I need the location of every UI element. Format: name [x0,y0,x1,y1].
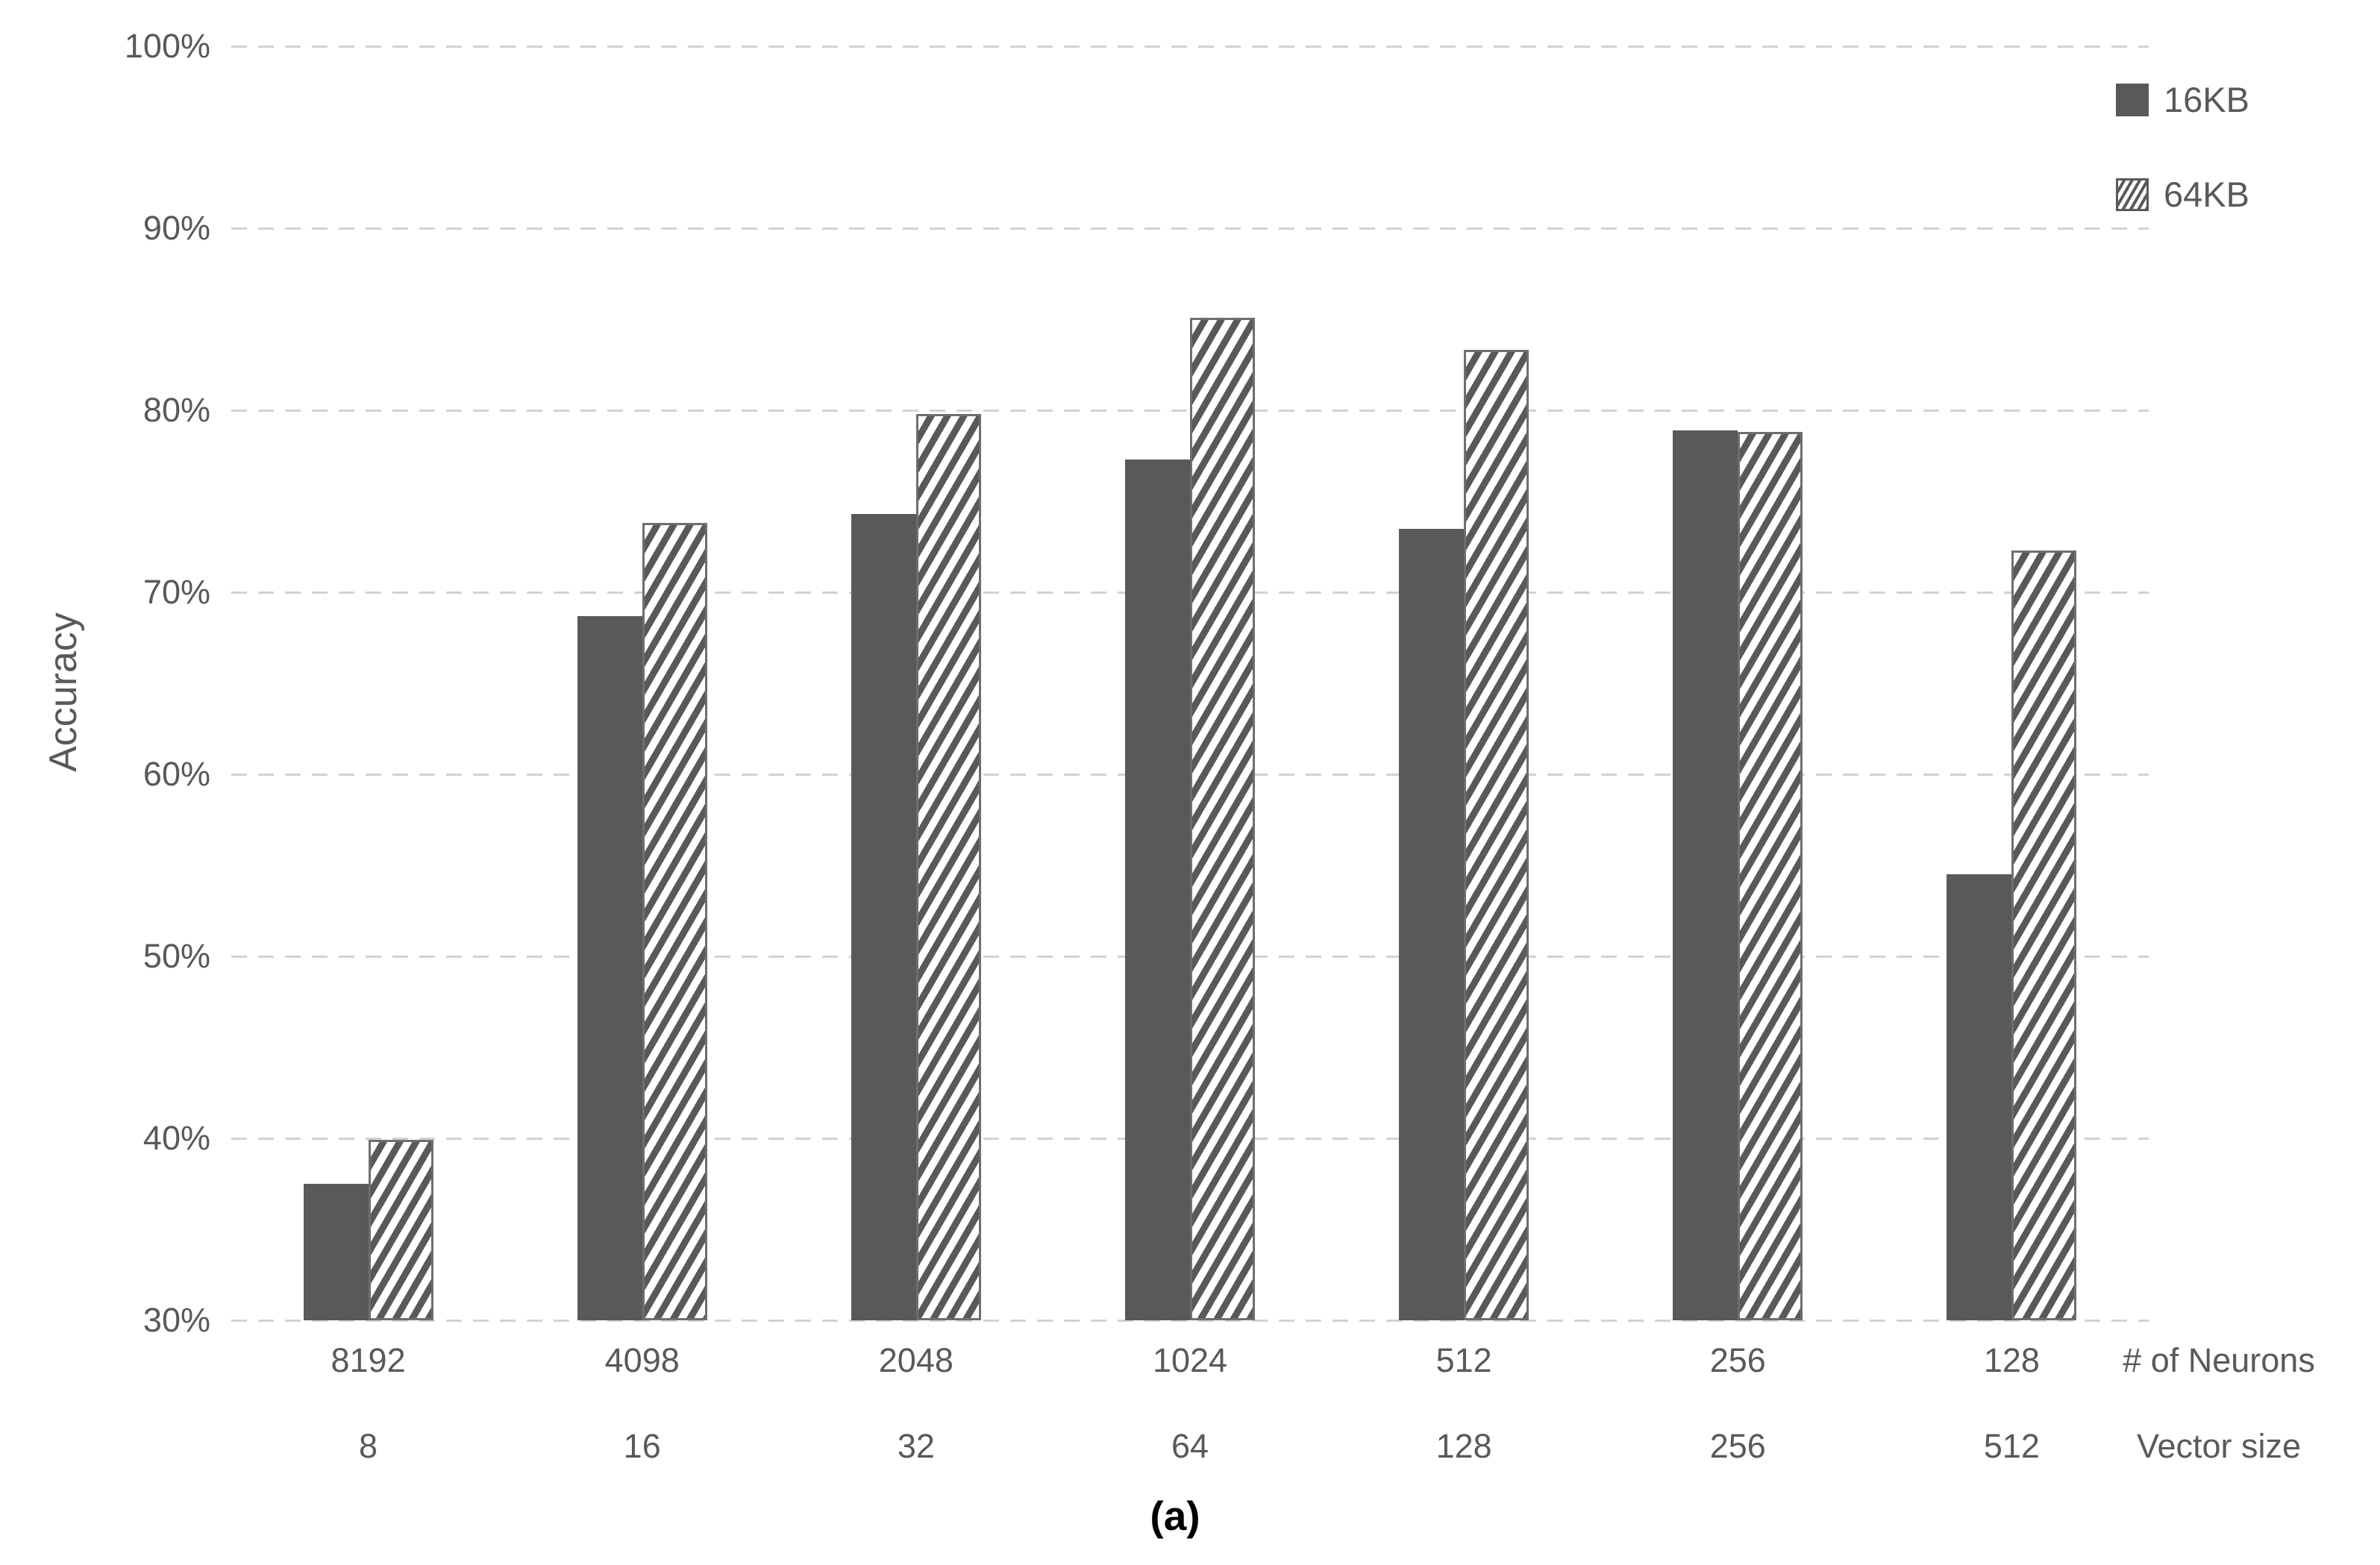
y-tick-50: 50% [143,937,210,975]
legend-swatch-solid-icon [2116,83,2149,116]
x-label-neurons-1024: 1024 [1152,1341,1228,1379]
bar-64kb-neurons-256 [1738,432,1803,1320]
x-label-vector-32: 32 [897,1427,935,1465]
x-label-vector-16: 16 [623,1427,661,1465]
x-label-neurons-2048: 2048 [878,1341,953,1379]
bar-16kb-neurons-4098 [577,615,642,1320]
legend-item-16kb: 16KB [2116,79,2249,120]
x-label-neurons-128: 128 [1983,1341,2040,1379]
bar-64kb-neurons-128 [2011,550,2077,1320]
x-label-neurons-256: 256 [1709,1341,1766,1379]
bar-16kb-neurons-512 [1399,528,1465,1320]
y-tick-70: 70% [143,573,210,611]
y-tick-100: 100% [124,27,210,65]
x-label-vector-512: 512 [1983,1427,2040,1465]
x-label-vector-8: 8 [359,1427,378,1465]
x-label-vector-256: 256 [1709,1427,1766,1465]
bar-64kb-neurons-4098 [642,523,707,1320]
y-tick-30: 30% [143,1301,210,1339]
legend: 16KB 64KB [2116,79,2249,215]
y-tick-90: 90% [143,209,210,247]
gridline-30 [231,1319,2149,1322]
x-label-neurons-8192: 8192 [331,1341,406,1379]
legend-swatch-hatched-icon [2116,178,2149,211]
bar-16kb-neurons-2048 [851,514,916,1320]
bar-64kb-neurons-8192 [368,1140,433,1320]
legend-label-64kb: 64KB [2164,175,2249,214]
x-axis-title-vector-size: Vector size [2136,1427,2302,1465]
bar-16kb-neurons-128 [1947,874,2012,1320]
y-tick-40: 40% [143,1119,210,1157]
y-tick-60: 60% [143,755,210,793]
legend-label-16kb: 16KB [2164,80,2249,119]
y-tick-80: 80% [143,391,210,429]
gridline-100 [231,45,2149,48]
legend-item-64kb: 64KB [2116,174,2249,215]
gridline-90 [231,227,2149,230]
x-label-neurons-4098: 4098 [604,1341,680,1379]
bar-64kb-neurons-2048 [915,413,981,1320]
y-axis-title: Accuracy [42,612,85,772]
x-label-vector-64: 64 [1171,1427,1209,1465]
x-axis-title-neurons: # of Neurons [2123,1341,2315,1379]
bar-64kb-neurons-512 [1464,350,1529,1320]
bar-16kb-neurons-256 [1673,430,1738,1320]
bar-16kb-neurons-8192 [303,1184,369,1320]
bar-64kb-neurons-1024 [1190,317,1255,1320]
x-label-vector-128: 128 [1435,1427,1492,1465]
figure-caption: (a) [1150,1493,1200,1539]
x-label-neurons-512: 512 [1435,1341,1492,1379]
bar-16kb-neurons-1024 [1125,459,1190,1320]
